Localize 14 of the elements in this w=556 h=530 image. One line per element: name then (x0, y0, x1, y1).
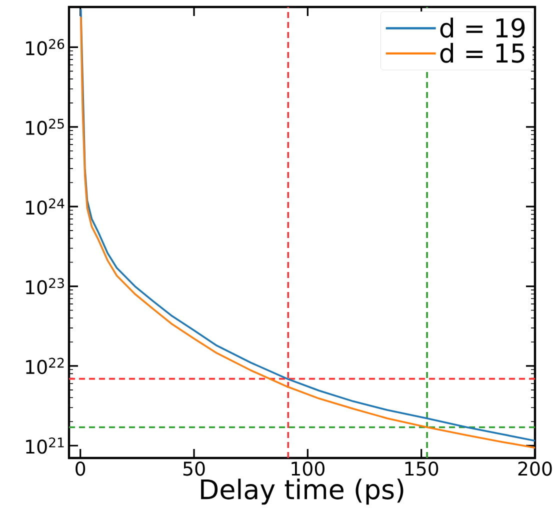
x-tick-label: 150 (405, 462, 438, 476)
y-tick-label: 10$^{25}$ (26, 118, 64, 136)
x-tick-label: 50 (183, 462, 205, 476)
y-tick-label: 10$^{26}$ (26, 39, 64, 56)
y-tick-label: 10$^{21}$ (26, 437, 64, 454)
y-tick-label: 10$^{22}$ (26, 358, 64, 374)
x-axis-title: Delay time (ps) (201, 478, 404, 505)
y-tick-label: 10$^{23}$ (26, 278, 64, 294)
x-tick-label: 100 (292, 462, 324, 476)
legend-label: d = 15 (440, 42, 524, 63)
y-tick-label: 10$^{24}$ (26, 198, 64, 215)
x-tick-label: 200 (518, 462, 552, 476)
x-tick-label: 0 (76, 462, 86, 476)
legend-label: d = 19 (440, 18, 525, 38)
